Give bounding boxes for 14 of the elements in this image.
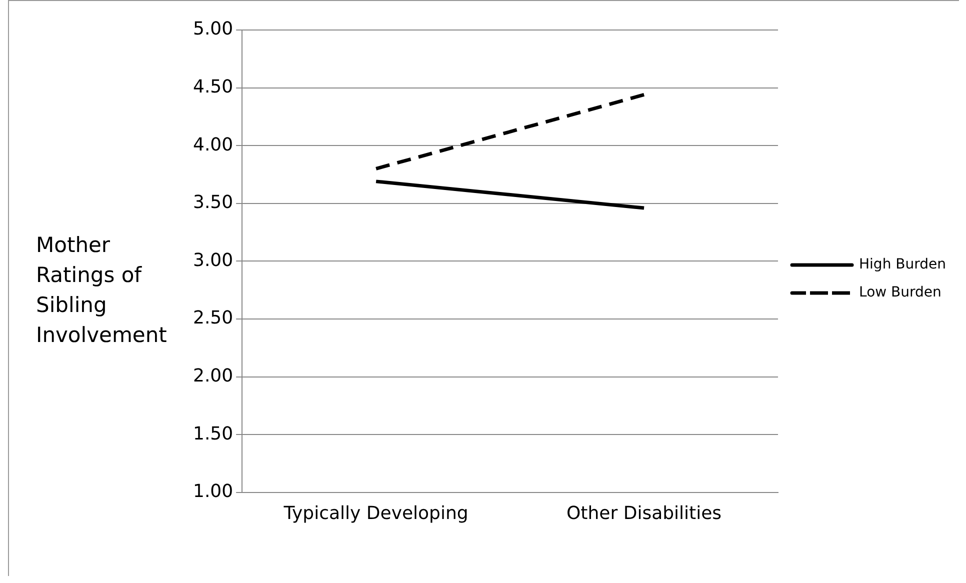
y-tick-label: 4.00 xyxy=(193,134,234,156)
x-tick-label: Typically Developing xyxy=(282,502,468,524)
y-tick-label: 5.00 xyxy=(193,18,234,40)
y-axis-title: Mother Ratings of Sibling Involvement xyxy=(36,232,168,349)
y-tick-label: 4.50 xyxy=(193,76,234,98)
x-tick-label: Other Disabilities xyxy=(566,502,722,524)
y-tick-label: 3.50 xyxy=(193,192,234,214)
y-tick-label: 1.50 xyxy=(193,423,234,444)
y-tick-label: 2.50 xyxy=(193,308,234,329)
y-tick-label: 3.00 xyxy=(193,250,234,271)
y-tick-label: 2.00 xyxy=(193,365,234,386)
y-tick-label: 1.00 xyxy=(193,481,234,502)
legend-label: High Burden xyxy=(859,256,946,273)
legend-label: Low Burden xyxy=(859,284,942,301)
